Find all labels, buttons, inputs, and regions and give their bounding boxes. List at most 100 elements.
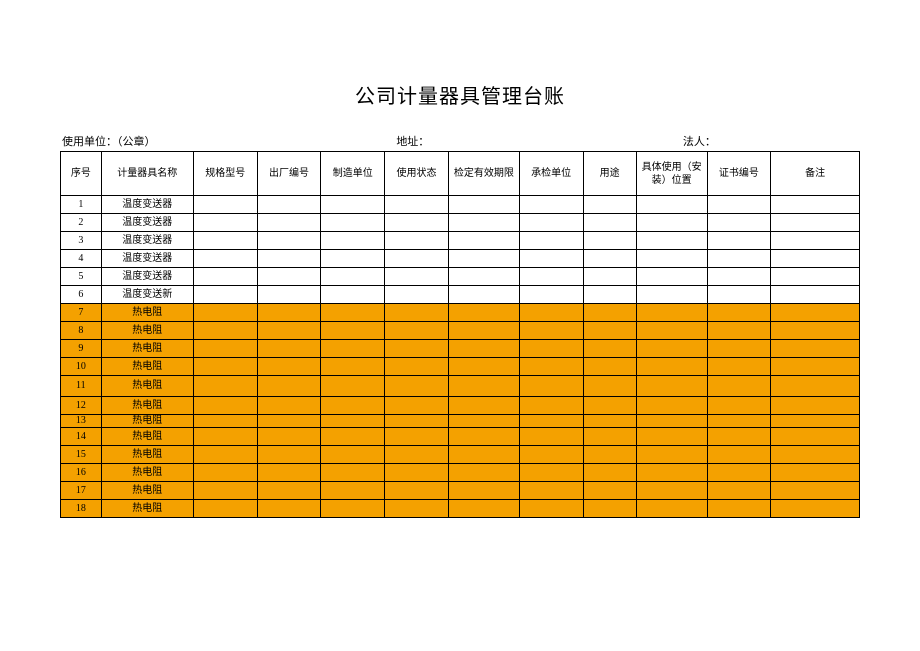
cell-seq: 7	[61, 304, 102, 322]
cell-empty	[519, 196, 583, 214]
cell-empty	[636, 268, 707, 286]
cell-empty	[771, 397, 860, 415]
cell-empty	[385, 397, 449, 415]
cell-empty	[636, 196, 707, 214]
cell-empty	[193, 214, 257, 232]
cell-empty	[321, 340, 385, 358]
cell-empty	[193, 232, 257, 250]
cell-seq: 9	[61, 340, 102, 358]
cell-empty	[257, 376, 321, 397]
cell-empty	[707, 304, 771, 322]
table-row: 11热电阻	[61, 376, 860, 397]
cell-empty	[519, 286, 583, 304]
cell-empty	[385, 358, 449, 376]
cell-empty	[636, 500, 707, 518]
col-inspect: 承检单位	[519, 152, 583, 196]
table-row: 6温度变送新	[61, 286, 860, 304]
cell-empty	[636, 304, 707, 322]
cell-empty	[257, 500, 321, 518]
cell-empty	[636, 286, 707, 304]
col-usage: 用途	[583, 152, 636, 196]
cell-empty	[448, 268, 519, 286]
cell-empty	[193, 446, 257, 464]
cell-empty	[519, 464, 583, 482]
cell-empty	[448, 376, 519, 397]
cell-empty	[771, 415, 860, 428]
cell-empty	[519, 500, 583, 518]
cell-empty	[448, 340, 519, 358]
table-row: 15热电阻	[61, 446, 860, 464]
cell-empty	[257, 304, 321, 322]
meta-legal: 法人：	[683, 133, 858, 149]
cell-empty	[448, 397, 519, 415]
cell-seq: 8	[61, 322, 102, 340]
table-row: 14热电阻	[61, 428, 860, 446]
cell-empty	[385, 376, 449, 397]
cell-seq: 6	[61, 286, 102, 304]
cell-empty	[519, 397, 583, 415]
cell-seq: 10	[61, 358, 102, 376]
cell-empty	[321, 232, 385, 250]
cell-empty	[636, 358, 707, 376]
cell-empty	[636, 250, 707, 268]
cell-empty	[448, 500, 519, 518]
cell-empty	[636, 428, 707, 446]
cell-empty	[193, 415, 257, 428]
cell-empty	[583, 322, 636, 340]
cell-empty	[583, 446, 636, 464]
col-factory: 出厂编号	[257, 152, 321, 196]
cell-name: 热电阻	[101, 322, 193, 340]
ledger-table: 序号 计量器具名称 规格型号 出厂编号 制造单位 使用状态 检定有效期限 承检单…	[60, 151, 860, 518]
cell-empty	[385, 464, 449, 482]
cell-empty	[321, 464, 385, 482]
cell-empty	[519, 214, 583, 232]
cell-empty	[519, 376, 583, 397]
cell-empty	[385, 196, 449, 214]
table-row: 18热电阻	[61, 500, 860, 518]
cell-empty	[636, 232, 707, 250]
cell-empty	[385, 250, 449, 268]
cell-name: 热电阻	[101, 500, 193, 518]
meta-address: 地址：	[396, 133, 683, 149]
cell-empty	[321, 358, 385, 376]
cell-empty	[385, 304, 449, 322]
col-remark: 备注	[771, 152, 860, 196]
cell-empty	[583, 268, 636, 286]
cell-empty	[707, 428, 771, 446]
table-row: 12热电阻	[61, 397, 860, 415]
cell-empty	[583, 376, 636, 397]
cell-name: 热电阻	[101, 428, 193, 446]
table-row: 17热电阻	[61, 482, 860, 500]
cell-empty	[771, 500, 860, 518]
cell-seq: 15	[61, 446, 102, 464]
table-row: 2温度变送器	[61, 214, 860, 232]
cell-name: 热电阻	[101, 304, 193, 322]
cell-empty	[385, 268, 449, 286]
table-head: 序号 计量器具名称 规格型号 出厂编号 制造单位 使用状态 检定有效期限 承检单…	[61, 152, 860, 196]
cell-seq: 16	[61, 464, 102, 482]
col-seq: 序号	[61, 152, 102, 196]
cell-name: 热电阻	[101, 397, 193, 415]
col-mfr: 制造单位	[321, 152, 385, 196]
cell-empty	[707, 358, 771, 376]
cell-empty	[583, 500, 636, 518]
cell-empty	[583, 358, 636, 376]
cell-empty	[321, 304, 385, 322]
cell-empty	[448, 482, 519, 500]
table-body: 1温度变送器2温度变送器3温度变送器4温度变送器5温度变送器6温度变送新7热电阻…	[61, 196, 860, 518]
cell-seq: 11	[61, 376, 102, 397]
cell-empty	[321, 286, 385, 304]
cell-empty	[636, 446, 707, 464]
cell-empty	[448, 322, 519, 340]
table-row: 16热电阻	[61, 464, 860, 482]
cell-empty	[385, 322, 449, 340]
cell-empty	[519, 304, 583, 322]
cell-name: 热电阻	[101, 415, 193, 428]
cell-empty	[321, 268, 385, 286]
cell-empty	[321, 500, 385, 518]
cell-empty	[448, 232, 519, 250]
cell-empty	[707, 482, 771, 500]
cell-empty	[519, 446, 583, 464]
cell-empty	[193, 376, 257, 397]
cell-empty	[771, 482, 860, 500]
